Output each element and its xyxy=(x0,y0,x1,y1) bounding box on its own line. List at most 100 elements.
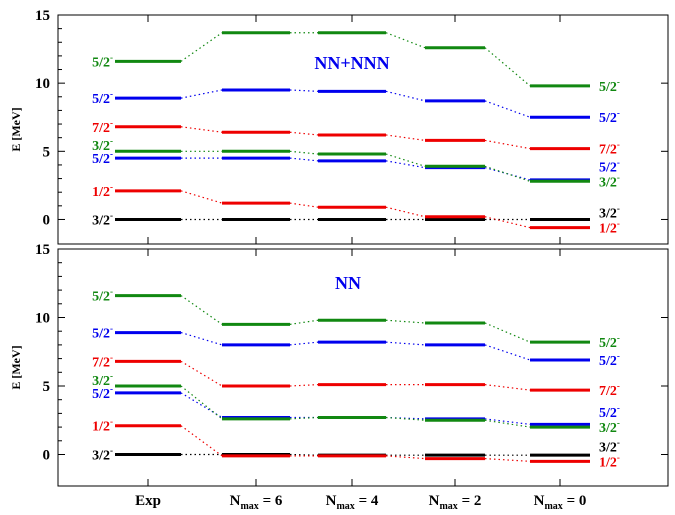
level-connector xyxy=(484,418,531,425)
level-series-5 xyxy=(115,331,590,362)
level-series-5 xyxy=(115,88,590,119)
level-connector xyxy=(289,384,319,387)
y-tick-label: 15 xyxy=(35,242,50,258)
level-connector xyxy=(289,341,319,346)
level-connector xyxy=(484,100,531,118)
x-category-label: Nmax = 0 xyxy=(534,493,587,512)
left-spin-label-parity: - xyxy=(110,52,113,62)
right-spin-label-value: 5/2 xyxy=(599,354,617,369)
right-spin-label-value: 3/2 xyxy=(599,421,617,436)
right-spin-label: 3/2- xyxy=(599,204,620,222)
y-axis-label: E [MeV] xyxy=(9,345,23,389)
x-category-labels: Exp Nmax = 6 Nmax = 4 Nmax = 2 Nmax = 0 xyxy=(135,493,586,512)
left-spin-label: 5/2- xyxy=(92,287,113,305)
level-series-3 xyxy=(115,149,590,183)
level-connector xyxy=(484,322,531,343)
left-spin-label-parity: - xyxy=(110,384,113,394)
level-series-6 xyxy=(115,31,590,88)
x-cat-sub: max xyxy=(336,501,354,512)
right-spin-label: 5/2- xyxy=(599,403,620,421)
level-connector xyxy=(180,392,223,419)
level-connector xyxy=(385,455,426,460)
x-cat-sub: max xyxy=(240,501,258,512)
level-connector xyxy=(289,89,319,92)
x-category-label: Exp xyxy=(135,493,161,509)
right-spin-label-value: 7/2 xyxy=(599,384,617,399)
right-spin-label: 5/2- xyxy=(599,157,620,175)
left-spin-label-parity: - xyxy=(110,287,113,297)
right-spin-label-value: 3/2 xyxy=(599,207,617,222)
right-spin-label-parity: - xyxy=(617,77,620,87)
left-spin-label-parity: - xyxy=(110,445,113,455)
level-connector xyxy=(484,419,531,428)
left-spin-label: 7/2- xyxy=(92,118,113,136)
left-spin-label-value: 3/2 xyxy=(92,448,110,463)
y-tick-label: 5 xyxy=(43,144,51,160)
level-connector xyxy=(385,160,426,169)
right-spin-label-parity: - xyxy=(617,219,620,229)
level-connector xyxy=(289,131,319,136)
right-spin-label: 5/2- xyxy=(599,108,620,126)
x-cat-sub: max xyxy=(544,501,562,512)
left-spin-label: 5/2- xyxy=(92,149,113,167)
right-spin-label-parity: - xyxy=(617,204,620,214)
panel-title: NN+NNN xyxy=(314,53,389,73)
level-connector xyxy=(289,157,319,162)
left-spin-label-value: 7/2 xyxy=(92,355,110,370)
level-connector xyxy=(180,32,223,62)
level-series-1 xyxy=(115,189,590,230)
left-spin-label-parity: - xyxy=(110,182,113,192)
level-series-4 xyxy=(115,359,590,392)
left-spin-label-value: 1/2 xyxy=(92,420,110,435)
left-spin-label-value: 5/2 xyxy=(92,327,110,342)
y-tick-label: 10 xyxy=(35,76,50,92)
level-connector xyxy=(180,360,223,387)
x-category-label: Nmax = 6 xyxy=(230,493,283,512)
left-spin-label-value: 5/2 xyxy=(92,290,110,305)
x-cat-value: = 0 xyxy=(563,493,587,509)
level-connector xyxy=(484,384,531,391)
right-spin-label-parity: - xyxy=(617,172,620,182)
right-spin-label: 5/2- xyxy=(599,333,620,351)
left-spin-label-value: 5/2 xyxy=(92,55,110,70)
left-spin-label-parity: - xyxy=(110,89,113,99)
x-cat-value: = 2 xyxy=(458,493,482,509)
right-spin-label-parity: - xyxy=(617,108,620,118)
left-spin-label-value: 3/2 xyxy=(92,374,110,389)
left-spin-label: 3/2- xyxy=(92,210,113,228)
left-spin-label-value: 7/2 xyxy=(92,121,110,136)
level-connector xyxy=(484,47,531,87)
level-series-6 xyxy=(115,294,590,344)
left-spin-label-parity: - xyxy=(110,417,113,427)
x-cat-n: N xyxy=(534,493,545,509)
x-cat-n: N xyxy=(326,493,337,509)
level-connector xyxy=(484,458,531,462)
left-spin-label: 3/2- xyxy=(92,136,113,154)
right-spin-label: 3/2- xyxy=(599,418,620,436)
left-spin-label-parity: - xyxy=(110,149,113,159)
right-spin-label: 7/2- xyxy=(599,381,620,399)
level-connector xyxy=(484,344,531,361)
right-spin-label-parity: - xyxy=(617,333,620,343)
left-spin-label-parity: - xyxy=(110,324,113,334)
left-spin-label-value: 5/2 xyxy=(92,92,110,107)
level-connector xyxy=(289,202,319,208)
right-spin-label-parity: - xyxy=(617,437,620,447)
left-spin-label-value: 5/2 xyxy=(92,152,110,167)
left-spin-label: 7/2- xyxy=(92,352,113,370)
level-connector xyxy=(289,150,319,155)
right-spin-label-value: 7/2 xyxy=(599,143,617,158)
level-connector xyxy=(289,416,319,420)
left-spin-label: 5/2- xyxy=(92,324,113,342)
right-spin-label-value: 5/2 xyxy=(599,80,617,95)
x-cat-n: N xyxy=(230,493,241,509)
plot-frame xyxy=(57,14,669,245)
right-spin-label-parity: - xyxy=(617,157,620,167)
level-series-4 xyxy=(115,125,590,151)
right-spin-label: 5/2- xyxy=(599,77,620,95)
right-spin-label: 3/2- xyxy=(599,437,620,455)
left-spin-label: 3/2- xyxy=(92,445,113,463)
